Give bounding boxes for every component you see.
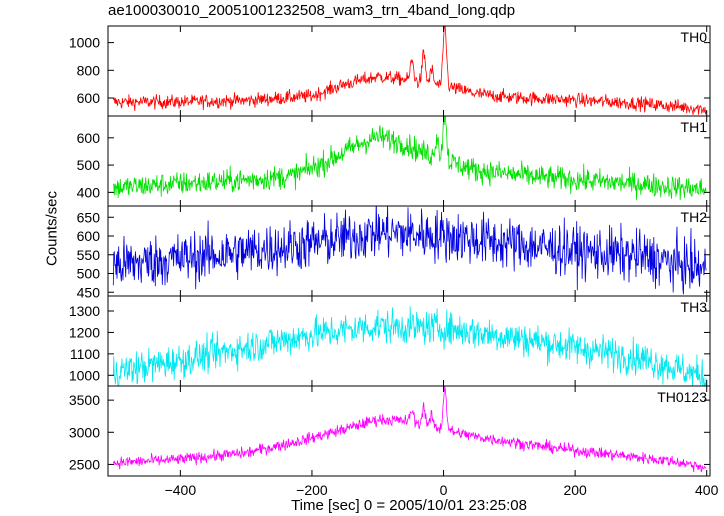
y-tick-label: 3000	[69, 424, 100, 440]
y-tick-label: 500	[77, 157, 101, 173]
x-axis-label: Time [sec] 0 = 2005/10/01 23:25:08	[291, 497, 527, 514]
y-tick-label: 2500	[69, 456, 100, 472]
panel-frame-th3	[107, 295, 711, 387]
y-tick-label: 650	[77, 209, 101, 225]
x-tick-label: −200	[296, 482, 328, 498]
y-tick-label: 1200	[69, 324, 100, 340]
y-tick-label: 1300	[69, 303, 100, 319]
y-tick-label: 1000	[69, 367, 100, 383]
panel-frame-th1	[107, 115, 711, 207]
y-tick-label: 400	[77, 184, 101, 200]
panel-label-th0: TH0	[681, 29, 708, 45]
y-tick-label: 1100	[70, 346, 100, 362]
panel-frame-th2	[107, 205, 711, 297]
series-line-th0123	[112, 386, 707, 473]
x-tick-label: −400	[165, 482, 197, 498]
panel-frame-th0123	[107, 385, 711, 477]
y-tick-label: 600	[77, 90, 101, 106]
series-line-th3	[112, 306, 707, 386]
series-line-th0	[112, 26, 707, 115]
x-tick-label: 400	[695, 482, 719, 498]
chart-title: ae100030010_20051001232508_wam3_trn_4ban…	[108, 2, 516, 19]
y-tick-label: 550	[77, 247, 101, 263]
panel-label-th2: TH2	[681, 209, 708, 225]
panel-label-th1: TH1	[681, 119, 708, 135]
y-tick-label: 1000	[69, 35, 100, 51]
y-tick-label: 800	[77, 62, 101, 78]
y-tick-label: 3500	[69, 392, 100, 408]
panel-label-th0123: TH0123	[657, 389, 707, 405]
series-line-th1	[112, 116, 707, 201]
y-tick-label: 600	[77, 228, 101, 244]
series-line-th2	[112, 206, 707, 295]
x-tick-label: 200	[563, 482, 587, 498]
y-tick-label: 600	[77, 130, 101, 146]
y-tick-label: 450	[77, 284, 101, 300]
x-tick-label: 0	[440, 482, 448, 498]
panel-label-th3: TH3	[681, 299, 708, 315]
y-tick-label: 500	[77, 266, 101, 282]
